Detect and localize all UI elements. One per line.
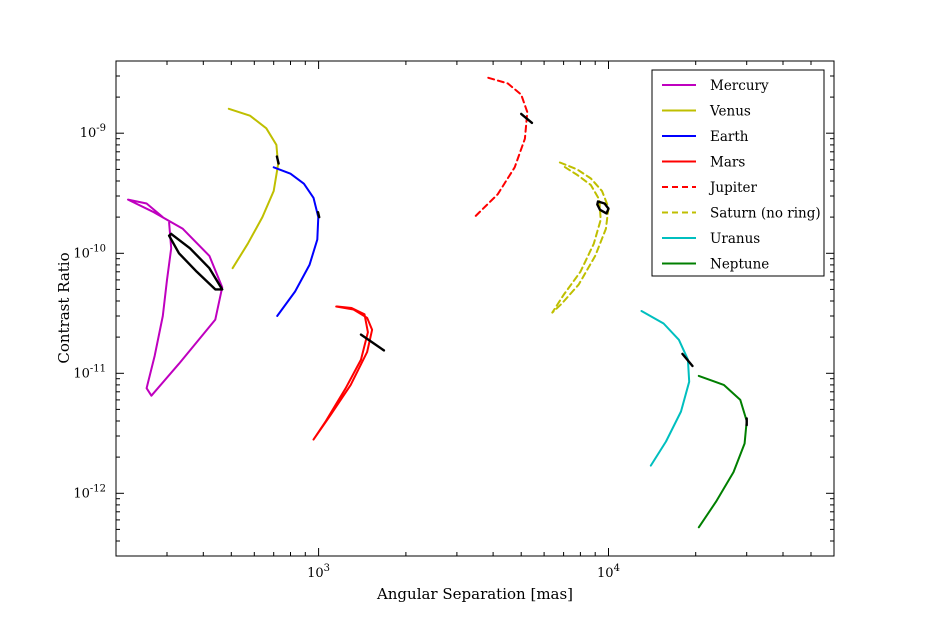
- x-tick-label: 103: [307, 563, 330, 581]
- y-tick-label: 10-10: [73, 243, 106, 261]
- legend-label-mercury: Mercury: [710, 78, 769, 94]
- x-axis-label: Angular Separation [mas]: [376, 585, 573, 603]
- ticks-layer: 103 104 10-9 10-10 10-11 10-12: [73, 60, 835, 581]
- series-line-jupiter: [473, 76, 529, 219]
- legend-label-saturn-no-ring: Saturn (no ring): [710, 206, 821, 222]
- series-line-mars: [312, 305, 374, 441]
- legend-label-jupiter: Jupiter: [708, 180, 757, 196]
- y-tick-label: 10-9: [80, 123, 106, 141]
- series-line-uranus: [640, 310, 691, 467]
- legend-label-earth: Earth: [710, 129, 749, 145]
- x-tick-label: 104: [597, 563, 620, 581]
- series-line-neptune: [697, 374, 748, 529]
- legend-label-uranus: Uranus: [710, 231, 760, 247]
- y-tick-label: 10-12: [73, 483, 106, 501]
- marker-layer: [167, 112, 748, 427]
- black-marker-segment-3: [316, 210, 321, 219]
- black-marker-segment-5: [520, 112, 534, 125]
- black-marker-segment-2: [275, 155, 280, 165]
- series-line-saturn-no-ring: [551, 161, 610, 314]
- black-marker-segment-7: [681, 352, 694, 368]
- y-tick-label: 10-11: [73, 363, 106, 381]
- legend: Mercury Venus Earth Mars Jupiter Saturn (no r…: [651, 69, 825, 277]
- black-marker-segment-4: [359, 333, 386, 352]
- y-axis-label: Contrast Ratio: [55, 252, 73, 363]
- legend-label-neptune: Neptune: [710, 257, 769, 273]
- legend-label-mars: Mars: [710, 155, 745, 171]
- series-line-mercury: [127, 198, 224, 397]
- legend-box: [651, 69, 825, 277]
- black-marker-ellipse-6: [596, 200, 610, 215]
- black-marker-ellipse-1: [167, 232, 224, 291]
- legend-label-venus: Venus: [709, 104, 751, 120]
- series-layer: [127, 76, 748, 529]
